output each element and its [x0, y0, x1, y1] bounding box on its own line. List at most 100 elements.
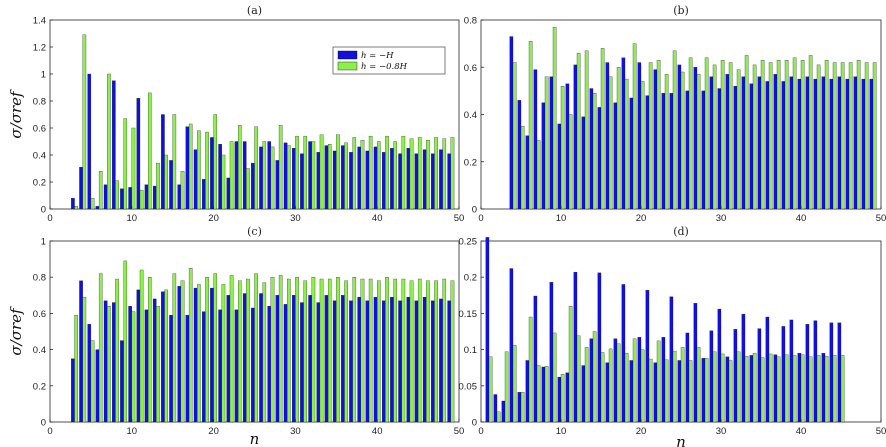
bar-d-s1-n37 [773, 354, 778, 423]
x-tick-label-a-0: 0 [47, 213, 52, 224]
bar-d-s2-n30 [720, 353, 725, 423]
bar-d-s2-n36 [768, 353, 773, 423]
x-tick-label-d-20: 20 [636, 426, 647, 437]
bar-d-s2-n18 [624, 353, 629, 423]
bar-a-s2-n28 [278, 125, 283, 210]
bar-b-s2-n4 [512, 62, 517, 210]
panel-c-ticks: 0 10 20 30 40 50 0 0.2 0.4 0.6 0.8 1 [33, 237, 465, 438]
bar-c-s1-n20 [210, 287, 214, 423]
bar-c-s1-n46 [422, 296, 427, 423]
panel-d-xlabel: n [676, 433, 686, 447]
x-tick-label-d-10: 10 [556, 426, 567, 437]
bar-a-s1-n3 [71, 198, 75, 210]
y-tick-label-c-5: 1 [41, 237, 46, 248]
bar-b-s2-n13 [584, 50, 589, 210]
bar-b-s1-n7 [533, 69, 538, 210]
y-tick-label-a-5: 1 [41, 70, 46, 81]
x-tick-label-b-30: 30 [716, 213, 727, 224]
bar-a-s1-n44 [406, 148, 411, 210]
bar-d-s1-n23 [661, 337, 666, 423]
bar-b-s1-n13 [581, 116, 586, 210]
legend: h = −H h = −0.8H [332, 46, 446, 75]
bar-b-s1-n37 [773, 74, 778, 210]
bar-d-s2-n35 [760, 357, 765, 423]
bar-b-s2-n39 [792, 57, 797, 210]
bar-c-s2-n27 [270, 277, 275, 423]
bar-c-s2-n4 [82, 296, 87, 423]
bar-b-s2-n35 [760, 60, 765, 210]
bar-c-s2-n26 [262, 282, 267, 423]
bar-c-s1-n41 [381, 300, 386, 423]
x-tick-label-d-0: 0 [478, 426, 483, 437]
bar-b-s2-n21 [648, 62, 653, 210]
bar-b-s1-n24 [669, 93, 674, 210]
bar-b-s1-n40 [797, 78, 802, 210]
bar-a-s2-n37 [352, 137, 357, 210]
bar-b-s1-n32 [733, 86, 738, 210]
panel-a-title: (a) [247, 4, 262, 17]
bar-c-s1-n31 [300, 302, 304, 423]
bar-a-s2-n11 [139, 189, 144, 210]
legend-swatch-green [337, 61, 358, 71]
bar-a-s2-n33 [319, 134, 324, 210]
panel-b-title: (b) [673, 4, 689, 17]
x-tick-label-c-20: 20 [208, 426, 219, 437]
bar-d-s2-n9 [552, 332, 557, 423]
bar-a-s2-n44 [409, 138, 414, 210]
bar-a-s1-n21 [218, 144, 222, 210]
bar-b-s1-n18 [621, 57, 626, 210]
bar-b-s1-n44 [829, 78, 834, 210]
bar-c-s2-n12 [148, 277, 152, 423]
bar-d-s1-n22 [653, 362, 658, 423]
bar-a-s1-n9 [120, 188, 124, 210]
bar-a-s1-n31 [300, 153, 304, 210]
bar-a-s1-n10 [128, 187, 132, 210]
x-tick-label-c-0: 0 [47, 426, 52, 437]
bar-c-s2-n10 [131, 311, 136, 423]
bar-b-s1-n46 [845, 78, 850, 210]
bar-b-s2-n9 [552, 26, 557, 210]
bar-b-s2-n36 [768, 62, 773, 210]
bar-d-s2-n17 [616, 343, 621, 423]
bar-d-s2-n38 [784, 354, 789, 423]
bar-d-s1-n19 [629, 360, 634, 423]
bar-d-s1-n1 [485, 237, 490, 423]
bar-a-s2-n7 [107, 73, 111, 210]
bar-a-s1-n17 [185, 126, 190, 210]
bar-b-s1-n42 [813, 78, 818, 210]
bar-d-s1-n21 [645, 290, 650, 423]
bar-b-s1-n23 [661, 93, 666, 210]
bar-c-s2-n9 [123, 260, 128, 423]
bar-a-s1-n25 [251, 162, 255, 210]
bar-c-s1-n18 [193, 287, 198, 423]
bar-b-s2-n49 [872, 62, 877, 210]
bar-d-s2-n2 [496, 411, 501, 423]
bar-c-s2-n25 [254, 273, 258, 423]
bar-a-s2-n31 [303, 135, 307, 210]
bar-b-s2-n27 [696, 74, 701, 210]
bar-b-s1-n29 [709, 76, 714, 210]
bar-c-s2-n42 [393, 278, 397, 423]
bar-d-s2-n31 [728, 360, 733, 423]
bar-c-s1-n42 [390, 296, 394, 423]
bar-b-s2-n15 [600, 48, 605, 210]
bar-c-s1-n36 [341, 295, 345, 423]
bar-d-s2-n6 [528, 316, 533, 423]
bar-c-s1-n8 [112, 302, 116, 423]
bar-a-s2-n12 [148, 92, 152, 210]
y-tick-label-c-1: 0.2 [33, 381, 46, 392]
panel-b-bars [509, 26, 877, 210]
bar-b-s2-n28 [704, 57, 709, 210]
bar-b-s2-n14 [592, 93, 597, 210]
bar-a-s1-n40 [373, 146, 378, 210]
bar-d-s1-n27 [693, 303, 698, 423]
bar-c-s2-n36 [344, 280, 348, 423]
bar-c-s2-n22 [229, 275, 234, 423]
bar-d-s1-n30 [717, 308, 722, 423]
bar-c-s1-n48 [439, 298, 443, 423]
bar-b-s1-n28 [701, 90, 706, 210]
bar-d-s2-n8 [544, 366, 549, 423]
panel-a: (a) 0 10 20 30 40 50 0 0.2 0.4 0.6 0.8 1 1.2 1.4 σ/σr… [7, 4, 464, 224]
bar-a-s1-n14 [161, 114, 165, 210]
bar-c-s1-n28 [275, 295, 280, 423]
